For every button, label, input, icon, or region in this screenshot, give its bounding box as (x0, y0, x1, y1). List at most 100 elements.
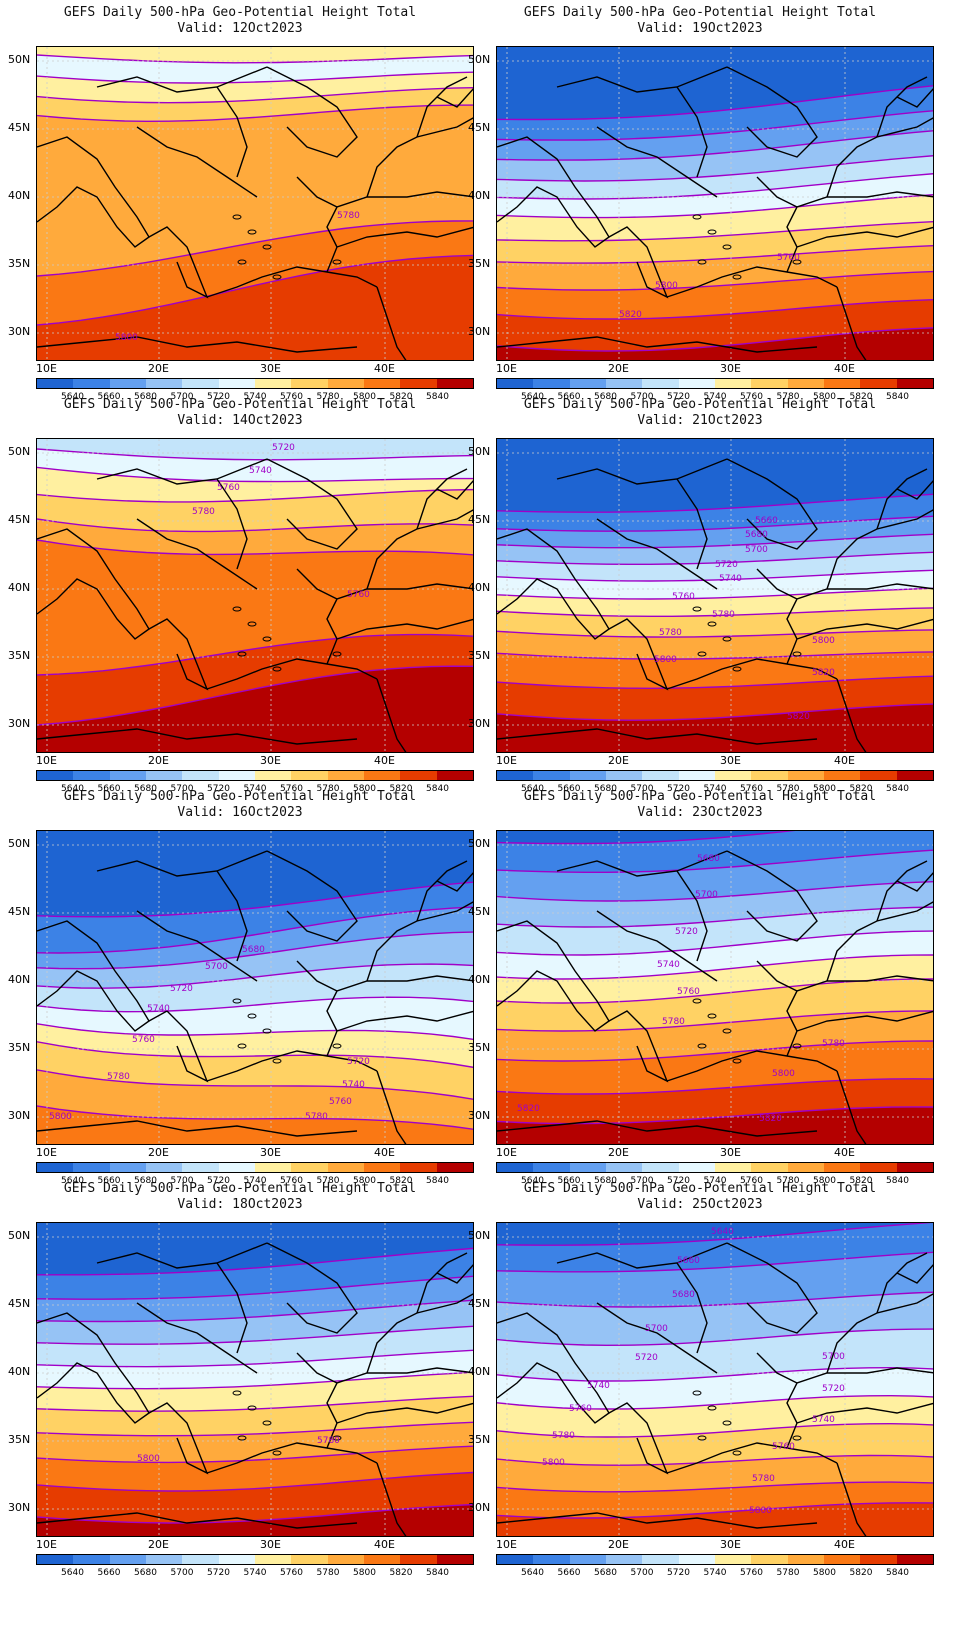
contour-line (497, 110, 933, 141)
latitude-tick-label: 45N (468, 121, 491, 134)
colorbar-label: 5780 (776, 392, 800, 402)
longitude-tick-label: 20E (148, 362, 169, 375)
colorbar-swatch (860, 1163, 897, 1172)
coastline-border (836, 286, 867, 360)
colorbar-swatch (533, 1163, 570, 1172)
longitude-tick-label: 40E (374, 1146, 395, 1159)
height-band (497, 1502, 933, 1536)
latitude-tick-label: 35N (8, 649, 31, 662)
coastline-border (37, 336, 358, 353)
colorbar-label: 5680 (594, 1568, 617, 1578)
island-outline (722, 1420, 732, 1426)
colorbar-swatch (896, 379, 933, 388)
colorbar-label: 5820 (389, 784, 413, 794)
island-outline (722, 636, 732, 642)
island-outline (247, 621, 257, 627)
colorbar-swatch (400, 379, 437, 388)
colorbar-swatch (751, 1163, 788, 1172)
contour-line (497, 1251, 933, 1273)
contour-label: 5660 (677, 1256, 700, 1266)
colorbar-swatch (182, 1555, 219, 1564)
coastline-border (206, 658, 378, 690)
longitude-tick-label: 10E (496, 1538, 517, 1551)
colorbar-swatch (497, 379, 534, 388)
height-field-map: 5680 5700 5720 5740 5760 5780 5780 5800 5820 5820 (497, 831, 933, 1144)
colorbar-label: 5820 (849, 392, 873, 402)
island-outline (697, 1435, 707, 1441)
contour-line (497, 831, 796, 845)
coastline-border (376, 1462, 407, 1536)
coastline-border (37, 920, 150, 1032)
colorbar-label: 5640 (521, 784, 544, 794)
colorbar-swatch (109, 379, 146, 388)
contour-line (37, 633, 473, 676)
island-outline (262, 244, 272, 250)
coastline-border (608, 618, 669, 691)
colorbar-swatch (497, 1163, 534, 1172)
coastline-border (497, 1312, 610, 1424)
colorbar-swatch (218, 1163, 255, 1172)
contour-label: 5680 (242, 945, 265, 955)
island-outline (792, 1435, 802, 1441)
colorbar-swatch (714, 771, 752, 780)
coastline-border (826, 1293, 933, 1374)
colorbar-label: 5760 (740, 392, 763, 402)
contour-label: 5700 (745, 545, 768, 555)
panel-valid-date: Valid: 14Oct2023 (177, 413, 303, 428)
contour-label: 5760 (777, 253, 800, 263)
contour-label: 5680 (672, 1290, 695, 1300)
latitude-tick-label: 40N (8, 189, 31, 202)
coastline-border (366, 117, 473, 198)
panel-valid-date: Valid: 23Oct2023 (637, 805, 763, 820)
contour-line (497, 629, 933, 638)
colorbar-swatch (73, 1555, 110, 1564)
colorbar-label: 5680 (134, 784, 157, 794)
island-outline (792, 651, 802, 657)
contour-line (37, 1041, 473, 1068)
colorbar-swatch (145, 1555, 183, 1564)
contour-line (37, 1445, 473, 1464)
colorbar-label: 5740 (703, 1176, 727, 1186)
colorbar-swatch (327, 771, 364, 780)
colorbar-label: 5660 (97, 1568, 121, 1578)
longitude-tick-label: 40E (834, 362, 855, 375)
contour-label: 5720 (715, 560, 738, 570)
colorbar-swatch (291, 771, 328, 780)
latitude-tick-label: 50N (468, 1229, 491, 1242)
coastline-border (786, 618, 933, 665)
contour-label: 5780 (337, 211, 360, 221)
contour-line (497, 954, 933, 980)
height-field-map: 5660 5680 5700 5720 5740 5760 5780 5780 5800 5800… (497, 439, 933, 752)
coastline-border (366, 1293, 473, 1374)
forecast-panel: GEFS Daily 500-hPa Geo-Potential Height … (460, 0, 940, 410)
coastline-border (216, 86, 248, 178)
coastline-border (596, 1302, 718, 1374)
colorbar-labels: 5640 5660 5680 5700 5720 5740 5760 5780 5800 5820… (36, 1568, 474, 1580)
colorbar-swatch (823, 1163, 861, 1172)
contour-label: 5800 (812, 636, 835, 646)
colorbar-swatch (823, 1555, 861, 1564)
longitude-tick-label: 30E (720, 754, 741, 767)
contour-label: 5760 (677, 987, 700, 997)
contour-label: 5800 (654, 655, 677, 665)
colorbar-swatch (896, 1555, 933, 1564)
longitude-tick-label: 10E (36, 1146, 57, 1159)
latitude-tick-label: 40N (468, 1365, 491, 1378)
colorbar-label: 5720 (667, 392, 690, 402)
colorbar-labels: 5640 5660 5680 5700 5720 5740 5760 5780 5800 5820… (496, 1176, 934, 1188)
panel-valid-date: Valid: 16Oct2023 (177, 805, 303, 820)
contour-label: 5720 (675, 927, 698, 937)
contour-label: 5760 (329, 1097, 352, 1107)
colorbar-swatch (254, 1163, 292, 1172)
colorbar-label: 5640 (61, 392, 84, 402)
contour-line (37, 1371, 473, 1390)
colorbar-swatch (823, 379, 861, 388)
colorbar-label: 5800 (813, 1176, 836, 1186)
colorbar-label: 5780 (776, 1568, 800, 1578)
coastline-border (326, 226, 473, 273)
colorbar-label: 5740 (243, 1568, 267, 1578)
contour-line (497, 533, 933, 549)
contour-line (497, 651, 933, 660)
panel-valid-date: Valid: 12Oct2023 (177, 21, 303, 36)
island-outline (332, 651, 342, 657)
